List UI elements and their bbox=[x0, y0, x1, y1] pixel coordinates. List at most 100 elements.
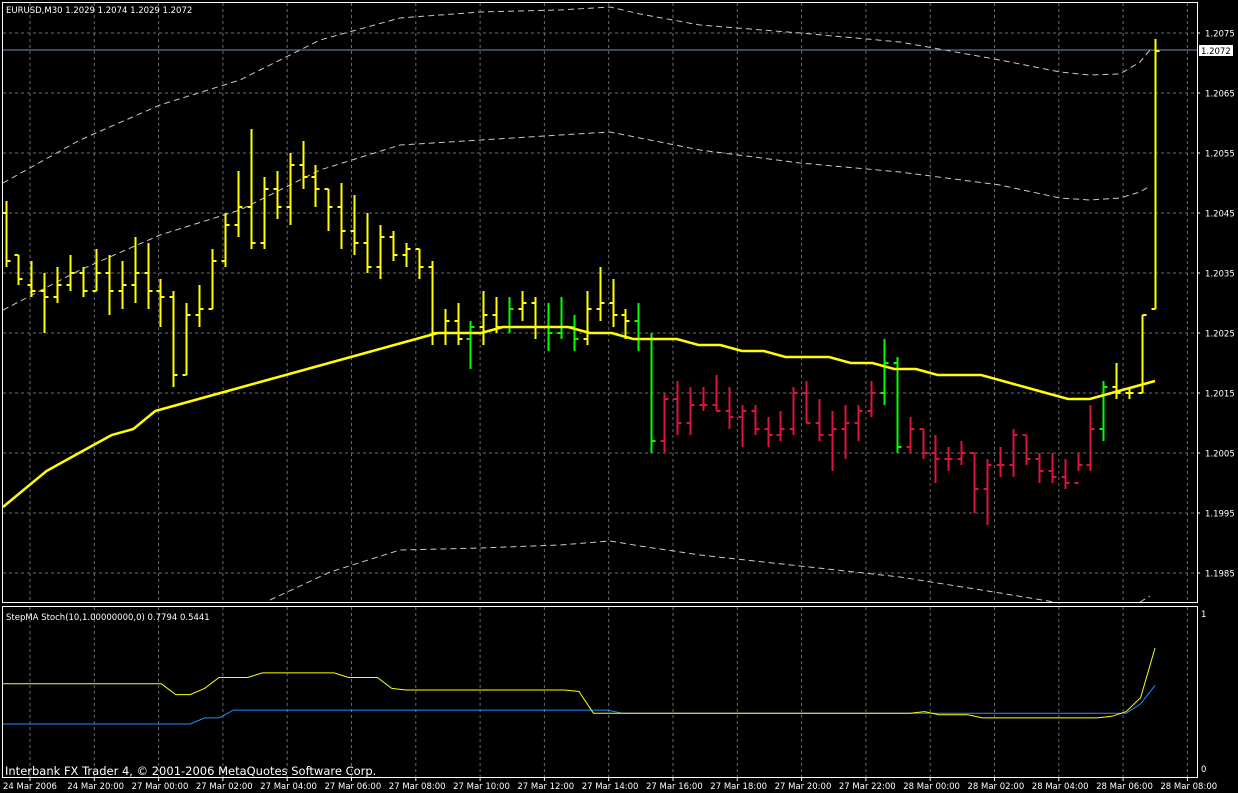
envelope-bands bbox=[2, 6, 1151, 604]
ohlc-bar bbox=[105, 255, 114, 315]
ohlc-bar bbox=[893, 357, 902, 453]
ohlc-bar bbox=[1035, 453, 1044, 483]
ohlc-bar bbox=[92, 249, 101, 292]
time-axis-label: 28 Mar 04:00 bbox=[1032, 782, 1089, 792]
ohlc-bar bbox=[660, 393, 669, 453]
time-axis-label: 28 Mar 08:00 bbox=[1160, 782, 1217, 792]
ohlc-bar bbox=[1061, 459, 1070, 489]
price-axis: 1.2075 1.2065 1.2055 1.2045 1.2035 1.2025 1.20… bbox=[1197, 30, 1235, 580]
ohlc-bar bbox=[260, 177, 269, 249]
ohlc-bar bbox=[1086, 405, 1095, 471]
ohlc-bar bbox=[2, 201, 11, 267]
ohlc-bar bbox=[1112, 363, 1121, 399]
time-axis-label: 28 Mar 00:00 bbox=[903, 782, 960, 792]
price-axis-label: 1.1985 bbox=[1205, 570, 1235, 580]
ohlc-bar bbox=[466, 321, 475, 369]
ohlc-bar bbox=[841, 405, 850, 459]
ohlc-bar bbox=[1074, 453, 1083, 484]
price-axis-label: 1.2075 bbox=[1205, 30, 1235, 40]
ohlc-bar bbox=[957, 441, 966, 465]
price-axis-label: 1.2055 bbox=[1205, 150, 1235, 160]
time-axis-label: 27 Mar 00:00 bbox=[132, 782, 189, 792]
ohlc-bar bbox=[234, 171, 243, 237]
ohlc-bar bbox=[686, 387, 695, 435]
indicator-window-frame bbox=[2, 606, 1198, 778]
ohlc-bar bbox=[221, 213, 230, 267]
current-price-tag: 1.2072 bbox=[1199, 45, 1233, 57]
ohlc-bar bbox=[182, 303, 191, 376]
ohlc-bar bbox=[350, 195, 359, 255]
ohlc-bar bbox=[311, 165, 320, 207]
time-axis-label: 24 Mar 20:00 bbox=[67, 782, 124, 792]
stoch-indicator-lines bbox=[3, 647, 1156, 725]
ohlc-bar bbox=[195, 285, 204, 327]
ohlc-bar bbox=[557, 297, 566, 339]
ohlc-bar bbox=[764, 417, 773, 447]
price-axis-label: 1.2065 bbox=[1205, 90, 1235, 100]
current-price-value: 1.2072 bbox=[1201, 47, 1231, 57]
ohlc-bar bbox=[738, 405, 747, 447]
stoch-main-line bbox=[3, 647, 1156, 719]
stoch-signal-line bbox=[3, 684, 1156, 725]
time-axis: 24 Mar 2006 24 Mar 20:00 27 Mar 00:00 27 Ma… bbox=[3, 777, 1217, 792]
time-axis-label: 27 Mar 22:00 bbox=[839, 782, 896, 792]
ohlc-bar bbox=[1009, 429, 1018, 477]
ohlc-bar bbox=[609, 279, 618, 327]
ohlc-bar bbox=[118, 261, 127, 309]
ohlc-bar bbox=[867, 381, 876, 417]
ohlc-bar bbox=[944, 447, 953, 471]
ohlc-bar bbox=[14, 254, 23, 285]
ohlc-bar bbox=[363, 213, 372, 273]
ohlc-bar bbox=[415, 248, 424, 279]
price-axis-label: 1.2045 bbox=[1205, 210, 1235, 220]
ohlc-bar bbox=[802, 381, 811, 424]
ma-line bbox=[2, 325, 1156, 508]
ohlc-bar bbox=[286, 153, 295, 225]
ohlc-bar bbox=[776, 411, 785, 441]
ohlc-bar bbox=[376, 225, 385, 279]
ohlc-bar bbox=[27, 261, 36, 297]
ohlc-bar bbox=[1048, 453, 1057, 483]
ohlc-bar bbox=[996, 447, 1005, 477]
ohlc-bar bbox=[815, 399, 824, 441]
time-axis-label: 27 Mar 02:00 bbox=[196, 782, 253, 792]
ohlc-bar bbox=[1151, 39, 1160, 310]
envelope-line bbox=[1139, 595, 1151, 603]
ohlc-bar bbox=[583, 291, 592, 345]
ohlc-bar bbox=[1022, 434, 1031, 465]
time-axis-label: 27 Mar 16:00 bbox=[646, 782, 703, 792]
ohlc-bar bbox=[570, 315, 579, 351]
ohlc-bar bbox=[389, 231, 398, 261]
envelope-line bbox=[2, 6, 1151, 184]
ohlc-bar bbox=[324, 188, 333, 231]
ohlc-bar bbox=[273, 171, 282, 219]
ohlc-bar bbox=[53, 267, 62, 303]
price-axis-label: 1.2015 bbox=[1205, 390, 1235, 400]
ohlc-bar bbox=[1138, 314, 1147, 394]
ohlc-bar bbox=[299, 141, 308, 189]
ohlc-bar bbox=[169, 291, 178, 387]
time-axis-label: 27 Mar 12:00 bbox=[517, 782, 574, 792]
symbol-header: EURUSD,M30 1.2029 1.2074 1.2029 1.2072 bbox=[6, 6, 192, 16]
ohlc-bar bbox=[66, 255, 75, 291]
indicator-axis-top: 1 bbox=[1201, 610, 1206, 620]
ohlc-bar bbox=[673, 381, 682, 435]
ohlc-bar bbox=[208, 249, 217, 310]
time-axis-label: 27 Mar 06:00 bbox=[325, 782, 382, 792]
price-axis-label: 1.1995 bbox=[1205, 510, 1235, 520]
ohlc-bar bbox=[983, 459, 992, 525]
ohlc-bar bbox=[79, 267, 88, 297]
ohlc-bar bbox=[751, 405, 760, 435]
ohlc-bar bbox=[919, 428, 928, 459]
time-axis-label: 27 Mar 18:00 bbox=[710, 782, 767, 792]
main-chart-frame bbox=[2, 2, 1198, 603]
ohlc-bar bbox=[725, 387, 734, 429]
ohlc-bar bbox=[247, 129, 256, 249]
ohlc-bar bbox=[454, 303, 463, 345]
price-axis-label: 1.2035 bbox=[1205, 270, 1235, 280]
time-axis-label: 27 Mar 14:00 bbox=[582, 782, 639, 792]
envelope-line bbox=[2, 131, 1151, 311]
ohlc-bar bbox=[40, 273, 49, 333]
price-axis-label: 1.2005 bbox=[1205, 450, 1235, 460]
